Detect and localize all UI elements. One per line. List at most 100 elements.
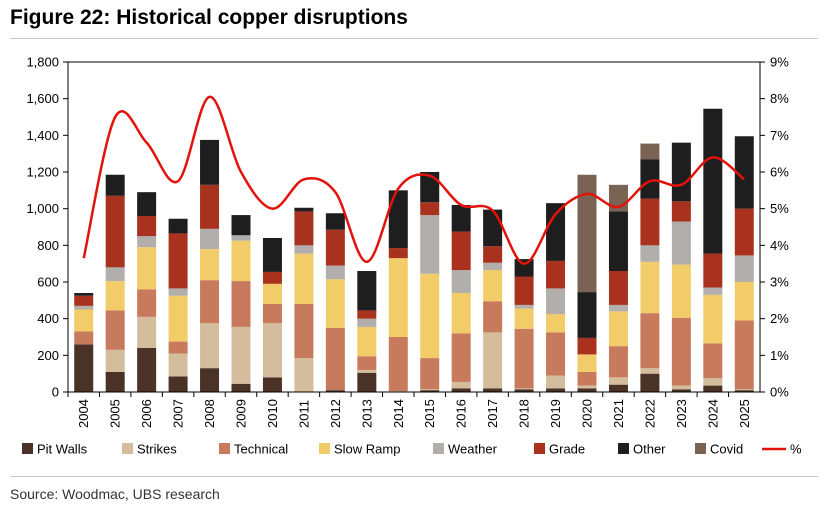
bar-weather-2021 <box>608 304 628 312</box>
right-axis-label: 7% <box>770 128 789 143</box>
bar-slow-ramp-2013 <box>357 326 377 357</box>
bar-slow-ramp-2008 <box>200 249 220 281</box>
bar-pit-walls-2004 <box>74 344 94 392</box>
bar-pit-walls-2007 <box>168 376 188 392</box>
bar-slow-ramp-2021 <box>608 311 628 347</box>
chart-title: Figure 22: Historical copper disruptions <box>10 6 408 29</box>
bar-strikes-2025 <box>734 389 754 391</box>
source-divider <box>10 476 818 477</box>
legend-label-grade: Grade <box>549 442 585 457</box>
right-axis-label: 8% <box>770 91 789 106</box>
bar-grade-2021 <box>608 271 628 305</box>
left-axis-label: 600 <box>37 275 59 290</box>
bar-pit-walls-2010 <box>262 377 282 392</box>
bar-other-2020 <box>577 292 597 338</box>
bar-technical-2005 <box>105 310 125 350</box>
bar-slow-ramp-2006 <box>137 247 157 290</box>
bar-weather-2023 <box>671 221 691 265</box>
bar-strikes-2021 <box>608 377 628 385</box>
bar-strikes-2019 <box>546 375 566 389</box>
x-axis-label-2015: 2015 <box>422 399 437 428</box>
bar-technical-2021 <box>608 346 628 378</box>
bar-weather-2016 <box>451 270 471 293</box>
x-axis-label-2021: 2021 <box>611 399 626 428</box>
bar-technical-2016 <box>451 333 471 382</box>
bar-other-2010 <box>262 238 282 272</box>
bar-weather-2005 <box>105 267 125 282</box>
bar-strikes-2023 <box>671 385 691 390</box>
x-axis-label-2018: 2018 <box>517 399 532 428</box>
bar-other-2005 <box>105 174 125 196</box>
bar-pit-walls-2009 <box>231 383 251 392</box>
bar-pit-walls-2025 <box>734 390 754 392</box>
bar-weather-2013 <box>357 318 377 327</box>
legend-swatch-other <box>618 443 629 454</box>
left-axis-label: 1,800 <box>26 55 59 70</box>
bar-strikes-2015 <box>420 389 440 391</box>
bar-strikes-2010 <box>262 323 282 378</box>
legend-swatch-grade <box>534 443 545 454</box>
bar-grade-2011 <box>294 211 314 246</box>
percent-line-path <box>82 95 746 265</box>
bar-technical-2019 <box>546 332 566 376</box>
bar-slow-ramp-2011 <box>294 253 314 304</box>
bar-weather-2017 <box>483 262 503 271</box>
bar-covid-2022 <box>640 143 660 160</box>
bar-slow-ramp-2023 <box>671 264 691 318</box>
bar-strikes-2013 <box>357 370 377 373</box>
bar-other-2023 <box>671 142 691 202</box>
bar-other-2009 <box>231 215 251 236</box>
x-axis-label-2019: 2019 <box>548 399 563 428</box>
bar-pit-walls-2018 <box>514 389 534 392</box>
bar-slow-ramp-2012 <box>325 279 345 328</box>
legend-label-weather: Weather <box>448 442 498 457</box>
legend-label-slow-ramp: Slow Ramp <box>334 442 400 457</box>
legend-swatch-pit-walls <box>22 443 33 454</box>
bar-other-2016 <box>451 205 471 232</box>
bar-grade-2019 <box>546 260 566 289</box>
bar-grade-2024 <box>703 253 723 288</box>
bar-grade-2022 <box>640 198 660 246</box>
bar-grade-2005 <box>105 195 125 268</box>
bar-slow-ramp-2014 <box>388 258 408 337</box>
bar-technical-2024 <box>703 343 723 379</box>
copper-disruptions-chart: 0 200 400 600 800 1,000 1,200 1,400 1,600 1,800 0%… <box>22 55 802 457</box>
legend: Pit Walls Strikes Technical Slow Ramp Weathe… <box>22 442 802 457</box>
bar-strikes-2018 <box>514 388 534 390</box>
bar-technical-2025 <box>734 320 754 390</box>
bar-grade-2013 <box>357 310 377 319</box>
bar-weather-2011 <box>294 245 314 254</box>
bar-other-2022 <box>640 159 660 199</box>
bar-strikes-2008 <box>200 323 220 369</box>
right-axis-label: 0% <box>770 385 789 400</box>
x-axis-label-2005: 2005 <box>108 399 123 428</box>
bar-slow-ramp-2025 <box>734 282 754 321</box>
bar-other-2024 <box>703 108 723 254</box>
bar-grade-2016 <box>451 231 471 271</box>
bar-slow-ramp-2015 <box>420 273 440 359</box>
left-axis-label: 1,600 <box>26 91 59 106</box>
bar-slow-ramp-2005 <box>105 281 125 311</box>
bar-covid-2020 <box>577 174 597 293</box>
legend-swatch-technical <box>219 443 230 454</box>
axes: 0 200 400 600 800 1,000 1,200 1,400 1,600 1,800 0%… <box>26 55 789 429</box>
bar-grade-2015 <box>420 202 440 216</box>
x-axis-label-2011: 2011 <box>296 400 311 428</box>
legend-label-technical: Technical <box>234 442 288 457</box>
left-axis-label: 1,400 <box>26 128 59 143</box>
x-axis-label-2023: 2023 <box>674 399 689 428</box>
bar-grade-2010 <box>262 271 282 284</box>
bar-technical-2006 <box>137 289 157 317</box>
bar-technical-2010 <box>262 304 282 324</box>
bar-grade-2007 <box>168 233 188 289</box>
right-axis-label: 3% <box>770 275 789 290</box>
bar-slow-ramp-2024 <box>703 294 723 344</box>
bar-weather-2012 <box>325 265 345 280</box>
bar-grade-2025 <box>734 208 754 256</box>
bar-pit-walls-2019 <box>546 388 566 392</box>
bar-stacks <box>74 108 754 392</box>
right-axis-label: 6% <box>770 165 789 180</box>
legend-swatch-strikes <box>122 443 133 454</box>
bar-technical-2007 <box>168 341 188 354</box>
bar-weather-2022 <box>640 245 660 262</box>
